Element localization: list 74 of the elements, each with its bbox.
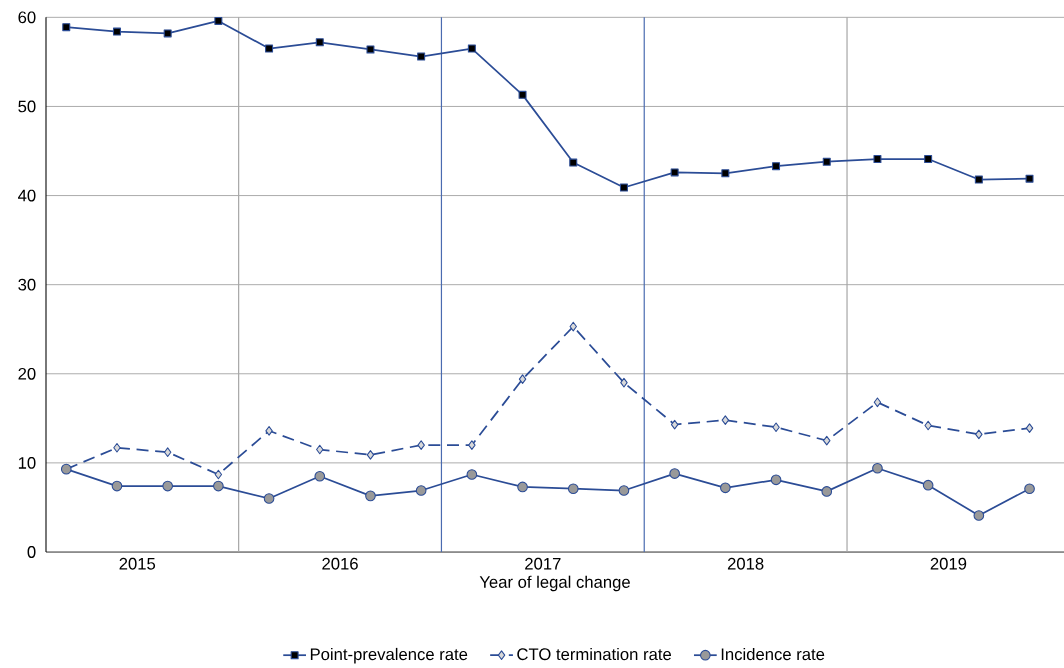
x-axis-title: Year of legal change: [479, 575, 630, 592]
point: [162, 480, 174, 492]
point: [214, 16, 223, 25]
point: [163, 447, 172, 457]
x-tick-label: 2019: [930, 557, 967, 570]
point: [466, 469, 478, 480]
point: [366, 45, 375, 54]
point: [567, 483, 579, 495]
legend-label: Point-prevalence rate: [310, 647, 468, 664]
point: [518, 90, 527, 99]
point: [973, 510, 985, 521]
point: [518, 374, 527, 384]
point: [417, 440, 425, 450]
point: [670, 419, 679, 430]
point: [316, 444, 324, 455]
point: [62, 23, 71, 32]
point: [720, 482, 731, 494]
point: [924, 420, 932, 431]
point: [770, 474, 782, 486]
point: [214, 469, 223, 480]
point: [113, 442, 121, 453]
point: [721, 169, 730, 178]
point: [468, 440, 476, 450]
point: [163, 29, 172, 38]
x-tick-label: 2015: [119, 557, 156, 570]
point: [213, 480, 224, 492]
point: [670, 168, 679, 177]
point: [924, 155, 933, 164]
point: [265, 426, 273, 436]
y-tick-label: 50: [18, 100, 36, 113]
point: [263, 493, 275, 504]
point: [872, 462, 883, 474]
x-tick-label: 2016: [322, 557, 358, 570]
point: [772, 422, 780, 433]
y-tick-label: 60: [18, 11, 36, 24]
y-tick-label: 20: [18, 367, 36, 380]
point: [822, 157, 831, 166]
point: [823, 435, 831, 446]
x-tick-label: 2018: [727, 557, 764, 570]
point: [569, 321, 577, 332]
point: [974, 175, 983, 184]
point: [873, 155, 882, 164]
point: [619, 183, 628, 192]
point: [1025, 174, 1034, 183]
point: [975, 429, 983, 440]
point: [669, 468, 680, 479]
legend-label: Incidence rate: [721, 647, 825, 661]
y-tick-label: 10: [18, 457, 36, 469]
point: [112, 27, 121, 36]
point: [1024, 483, 1035, 495]
y-tick-label: 30: [18, 278, 36, 291]
point: [517, 481, 528, 493]
point: [821, 486, 833, 497]
point: [721, 415, 730, 425]
point: [415, 485, 427, 496]
x-tick-label: 2017: [525, 557, 561, 570]
point: [922, 479, 934, 491]
point: [417, 52, 426, 61]
point: [366, 450, 375, 460]
point: [569, 158, 578, 167]
point: [467, 44, 476, 53]
y-tick-label: 40: [18, 189, 36, 202]
point: [1025, 423, 1034, 433]
y-tick-label: 0: [27, 546, 36, 558]
legend-label: CTO termination rate: [517, 647, 672, 661]
point: [772, 162, 781, 171]
point: [365, 490, 376, 502]
point: [873, 397, 882, 408]
point: [111, 480, 123, 492]
point: [620, 377, 628, 388]
point: [315, 38, 324, 47]
point: [265, 44, 274, 53]
point: [618, 485, 630, 496]
point: [314, 470, 326, 482]
